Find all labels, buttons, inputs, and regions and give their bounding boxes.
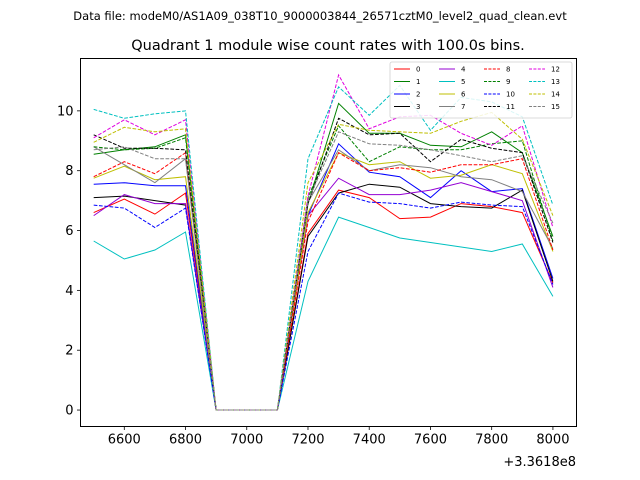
y-tick-label: 0: [65, 404, 73, 419]
x-offset-label: +3.3618e8: [503, 455, 576, 470]
legend-label-4: 4: [461, 66, 466, 74]
x-tick-label: 7000: [230, 433, 263, 448]
chart-title: Quadrant 1 module wise count rates with …: [131, 38, 525, 54]
y-tick-label: 6: [65, 224, 73, 239]
legend-box: [389, 61, 573, 119]
series-lines: [93, 73, 554, 411]
x-tick-label: 7200: [291, 433, 324, 448]
series-line-2: [93, 142, 554, 411]
series-line-4: [93, 177, 554, 411]
axes-frame: [80, 58, 577, 427]
x-tick-label: 7800: [475, 433, 508, 448]
series-line-11: [93, 117, 554, 411]
series-line-9: [93, 124, 554, 411]
series-line-14: [93, 111, 554, 411]
legend-label-11: 11: [506, 103, 515, 111]
legend-label-15: 15: [551, 103, 560, 111]
legend-label-13: 13: [551, 78, 560, 86]
legend-label-5: 5: [461, 78, 465, 86]
x-tick-label: 7600: [414, 433, 447, 448]
legend-label-2: 2: [416, 91, 420, 99]
legend-label-10: 10: [506, 91, 515, 99]
series-line-10: [93, 192, 554, 411]
x-tick-label: 7400: [353, 433, 386, 448]
legend-label-12: 12: [551, 66, 560, 74]
legend-label-6: 6: [461, 91, 466, 99]
y-tick-label: 8: [65, 164, 73, 179]
series-line-5: [93, 216, 554, 411]
series-line-12: [93, 73, 554, 411]
legend-label-3: 3: [416, 103, 420, 111]
suptitle: Data file: modeM0/AS1A09_038T10_90000038…: [73, 9, 567, 23]
series-line-8: [93, 151, 554, 411]
series-line-15: [93, 131, 554, 411]
legend-label-0: 0: [416, 66, 420, 74]
x-tick-label: 8000: [536, 433, 569, 448]
series-line-1: [93, 102, 554, 411]
series-line-3: [93, 183, 554, 411]
x-axis: 6600 6800 7000 7200 7400 7600 7800 8000: [108, 426, 569, 448]
y-tick-label: 4: [65, 284, 73, 299]
legend-label-8: 8: [506, 66, 510, 74]
series-line-7: [93, 146, 554, 411]
x-tick-label: 6600: [108, 433, 141, 448]
x-tick-label: 6800: [169, 433, 202, 448]
legend-label-14: 14: [551, 91, 560, 99]
legend-label-1: 1: [416, 78, 420, 86]
series-line-6: [93, 152, 554, 411]
y-tick-label: 2: [65, 344, 73, 359]
legend-label-9: 9: [506, 78, 510, 86]
y-tick-label: 10: [57, 104, 74, 119]
y-axis: 0 2 4 6 8 10: [57, 104, 81, 419]
legend-label-7: 7: [461, 103, 465, 111]
